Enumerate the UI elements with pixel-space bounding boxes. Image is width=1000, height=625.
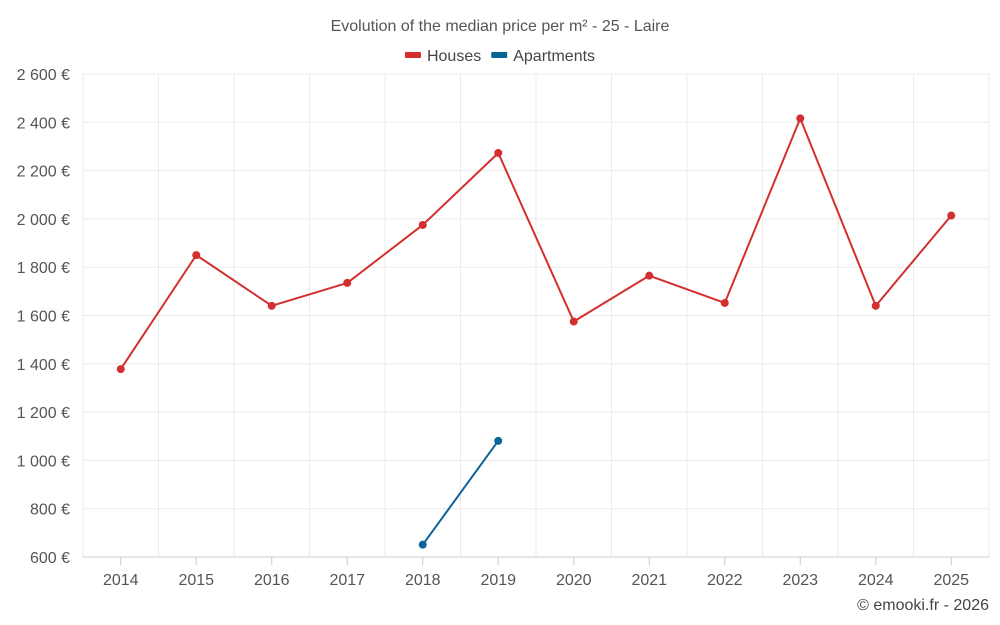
data-point-houses-2021[interactable] [645,271,654,280]
y-tick-label: 2 400 € [17,115,70,132]
x-tick-label: 2017 [329,572,365,589]
y-tick-label: 1 200 € [17,405,70,422]
data-point-apartments-2018[interactable] [418,540,427,549]
data-point-houses-2024[interactable] [871,301,880,310]
credit-text: © emooki.fr - 2026 [857,597,989,614]
x-tick-label: 2022 [707,572,743,589]
data-point-houses-2016[interactable] [267,301,276,310]
series-line-houses [119,117,953,370]
data-point-houses-2020[interactable] [569,317,578,326]
y-tick-label: 1 600 € [17,309,70,326]
x-tick-label: 2024 [858,572,894,589]
chart-title: Evolution of the median price per m² - 2… [331,18,670,35]
legend-item-apartments[interactable]: Apartments [491,48,595,65]
x-tick-label: 2021 [631,572,667,589]
y-tick-label: 1 000 € [17,453,70,470]
y-tick-label: 1 400 € [17,357,70,374]
x-tick-label: 2018 [405,572,441,589]
legend-label: Apartments [513,48,595,65]
grid [82,73,990,557]
x-tick-label: 2023 [782,572,818,589]
data-point-houses-2018[interactable] [418,220,427,229]
y-tick-label: 2 600 € [17,67,70,84]
axes: 600 € 800 € 1 000 € 1 200 € 1 400 € 1 600 € 1 … [17,67,989,589]
legend-swatch [404,52,421,58]
series-layer [116,114,956,549]
y-tick-label: 800 € [30,502,70,519]
y-tick-label: 2 000 € [17,212,70,229]
data-point-houses-2015[interactable] [192,251,201,260]
legend: Houses Apartments [404,48,595,65]
legend-item-houses[interactable]: Houses [404,48,481,65]
data-point-houses-2025[interactable] [947,211,956,220]
x-tick-label: 2020 [556,572,592,589]
data-point-apartments-2019[interactable] [494,436,503,445]
y-tick-label: 2 200 € [17,164,70,181]
x-tick-label: 2019 [480,572,516,589]
legend-swatch [491,52,508,58]
legend-label: Houses [427,48,481,65]
data-point-houses-2014[interactable] [116,365,125,374]
data-point-houses-2017[interactable] [343,278,352,287]
y-tick-label: 1 800 € [17,260,70,277]
data-point-houses-2022[interactable] [720,298,729,307]
x-tick-label: 2015 [178,572,214,589]
x-tick-label: 2016 [254,572,290,589]
x-tick-label: 2014 [103,572,139,589]
series-line-apartments [421,440,500,546]
x-tick-label: 2025 [933,572,969,589]
data-point-houses-2019[interactable] [494,148,503,157]
y-tick-label: 600 € [30,550,70,567]
data-point-houses-2023[interactable] [796,114,805,123]
